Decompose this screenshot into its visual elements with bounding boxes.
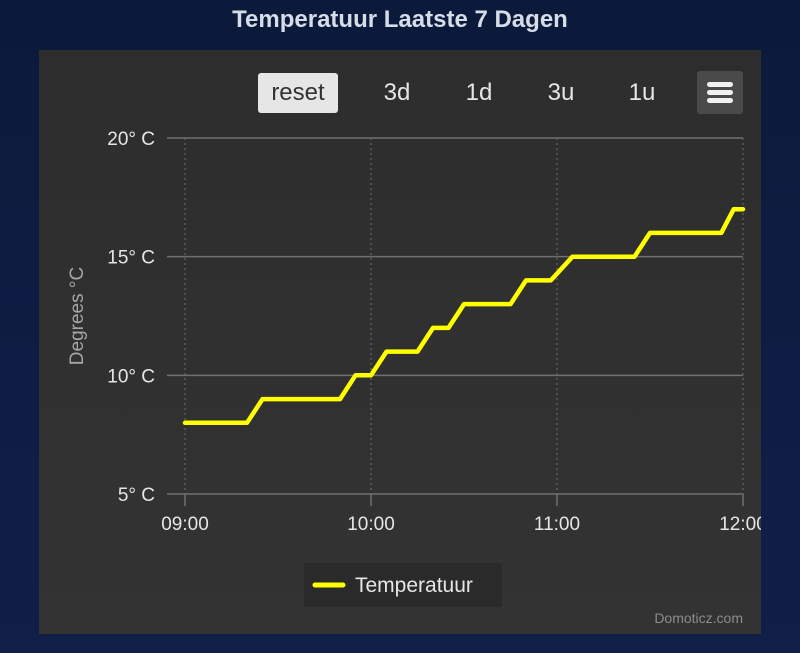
x-tick-label: 10:00 (347, 514, 395, 535)
series-line-temperatuur (182, 206, 746, 426)
legend-label: Temperatuur (355, 574, 473, 597)
range-toolbar: reset 3d 1d 3u 1u (39, 50, 761, 130)
y-tick-label: 10° C (107, 366, 155, 387)
y-tick-label: 15° C (107, 248, 155, 269)
hamburger-menu-icon[interactable] (697, 71, 743, 114)
range-button-reset[interactable]: reset (258, 73, 338, 113)
chart-panel: reset 3d 1d 3u 1u 5° C 10° C 15° C 20° C 09:… (39, 50, 761, 634)
y-tick-label: 20° C (107, 129, 155, 150)
credits-link[interactable]: Domoticz.com (654, 610, 743, 626)
temperature-chart: 5° C 10° C 15° C 20° C 09:00 10:00 11:00 12:00 D… (67, 129, 761, 607)
range-button-3d[interactable]: 3d (383, 79, 411, 106)
chart-title: Temperatuur Laatste 7 Dagen (232, 6, 568, 33)
y-tick-label: 5° C (118, 485, 155, 506)
range-button-1u[interactable]: 1u (628, 79, 656, 106)
x-tick-label: 09:00 (161, 514, 209, 535)
y-axis-title: Degrees °C (67, 267, 88, 365)
range-button-1d[interactable]: 1d (465, 79, 493, 106)
range-button-3u[interactable]: 3u (547, 79, 575, 106)
legend-box (304, 563, 502, 607)
x-tick-label: 11:00 (534, 514, 580, 535)
x-tick-label: 12:00 (719, 514, 761, 535)
